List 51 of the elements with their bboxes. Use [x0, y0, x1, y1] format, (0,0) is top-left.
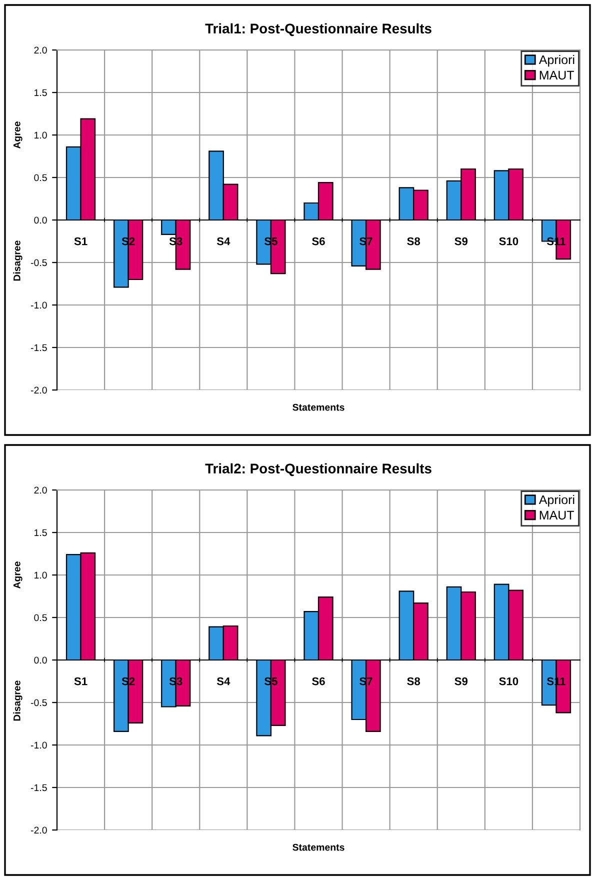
y-tick-label: -2.0	[30, 826, 47, 834]
y-tick-label: 0.0	[34, 216, 47, 224]
y-tick-label: 1.0	[34, 572, 47, 579]
x-tick-label: S9	[454, 237, 468, 246]
x-tick-label: S1	[74, 237, 88, 246]
legend-label: Apriori	[538, 55, 574, 67]
x-tick-label: S3	[169, 677, 182, 686]
y-tick-label: -1.5	[30, 344, 47, 352]
x-tick-label: S6	[312, 237, 325, 246]
y-tick-label: -0.5	[30, 259, 47, 266]
x-tick-label: S5	[264, 237, 278, 246]
x-tick-label: S4	[216, 677, 230, 686]
legend-label: MAUT	[540, 510, 574, 520]
x-tick-label: S11	[546, 677, 566, 686]
x-axis-title: Statements	[292, 404, 344, 411]
legend-label: MAUT	[540, 70, 574, 80]
y-axis-title: Agree	[14, 562, 22, 589]
x-tick-label: S7	[360, 237, 372, 246]
chart-title: Trial1: Post-Questionnaire Results	[205, 23, 432, 36]
y-tick-label: -1.5	[30, 784, 47, 792]
x-tick-label: S4	[216, 237, 230, 246]
y-tick-label: -2.0	[30, 386, 47, 394]
y-tick-label: -0.5	[30, 699, 47, 706]
y-tick-label: 1.0	[34, 132, 47, 139]
x-tick-label: S9	[454, 677, 468, 686]
y-tick-label: 0.0	[34, 656, 47, 664]
x-tick-label: S10	[499, 237, 518, 246]
y-tick-label: -1.0	[30, 302, 47, 309]
x-axis-title: Statements	[292, 844, 344, 851]
y-tick-label: 2.0	[34, 46, 47, 54]
x-tick-label: S8	[407, 677, 420, 686]
x-tick-label: S5	[264, 677, 278, 686]
y-axis-title: Agree	[14, 122, 22, 149]
chart-title: Trial2: Post-Questionnaire Results	[205, 463, 432, 476]
x-tick-label: S8	[407, 237, 420, 246]
y-tick-label: -1.0	[30, 742, 47, 749]
x-tick-label: S6	[312, 677, 325, 686]
y-tick-label: 0.5	[34, 174, 47, 182]
x-tick-label: S1	[74, 677, 88, 686]
y-tick-label: 1.5	[34, 529, 47, 536]
text: Disagree	[13, 680, 22, 721]
x-tick-label: S7	[360, 677, 372, 686]
x-tick-label: S3	[169, 237, 182, 246]
y-tick-label: 1.5	[34, 89, 47, 96]
text: Disagree	[13, 240, 22, 281]
x-tick-label: S2	[122, 677, 135, 686]
x-tick-label: S2	[122, 237, 135, 246]
y-tick-label: 2.0	[34, 486, 47, 494]
y-tick-label: 0.5	[34, 614, 47, 622]
legend-label: Apriori	[538, 495, 574, 507]
x-tick-label: S10	[499, 677, 518, 686]
